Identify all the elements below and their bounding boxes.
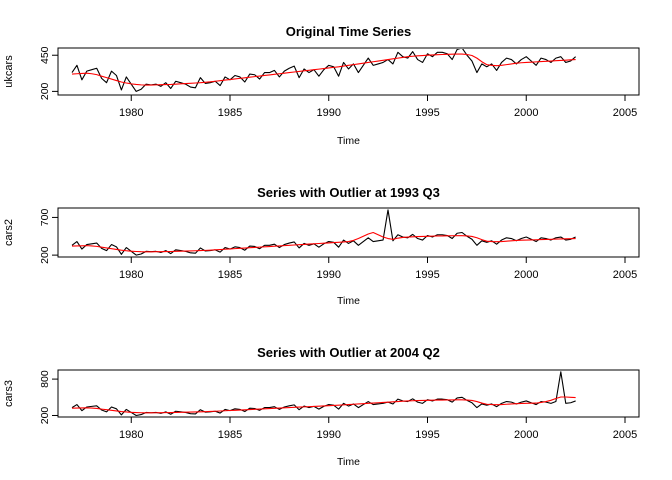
chart-title: Original Time Series [286,24,411,39]
x-tick-label: 1990 [317,429,341,441]
y-tick-label: 200 [39,82,51,100]
x-axis-label: Time [337,295,360,307]
x-tick-label: 1990 [317,107,341,119]
chart-panel-2: Series with Outlier at 1993 Q3 1980 1985 19… [3,185,640,307]
y-tick-label: 800 [39,370,51,388]
x-tick-label: 1985 [218,269,242,281]
chart-panel-1: Original Time Series 1980 1985 1990 1995 2000… [3,24,640,147]
x-tick-label: 1980 [119,269,143,281]
x-tick-label: 2000 [514,269,538,281]
x-tick-label: 1990 [317,269,341,281]
x-axis-label: Time [337,456,360,468]
x-tick-label: 2005 [613,429,637,441]
series-line-observed [71,371,576,416]
y-tick-label: 700 [39,209,51,227]
chart-panel-3: Series with Outlier at 2004 Q2 1980 1985 19… [3,345,640,468]
y-tick-label: 200 [39,407,51,425]
x-tick-label: 2000 [514,429,538,441]
plot-frame [57,369,640,418]
series-line-observed [71,49,576,92]
y-tick-label: 200 [39,246,51,264]
y-axis-label: cars3 [3,380,15,407]
series-line-observed [71,209,576,256]
x-tick-label: 2005 [613,107,637,119]
x-tick-label: 1985 [218,107,242,119]
x-tick-label: 1995 [415,429,439,441]
chart-title: Series with Outlier at 2004 Q2 [257,345,440,360]
series-line-trend [71,396,576,414]
chart-title: Series with Outlier at 1993 Q3 [257,185,440,200]
x-tick-label: 2005 [613,269,637,281]
plot-frame [57,47,640,96]
y-axis-label: ukcars [3,55,15,88]
series-line-trend [71,231,576,253]
x-tick-label: 1980 [119,107,143,119]
x-tick-label: 2000 [514,107,538,119]
series-line-trend [71,53,576,86]
x-axis-label: Time [337,135,360,147]
plot-frame [57,207,640,258]
y-axis-label: cars2 [3,219,15,246]
x-tick-label: 1995 [415,269,439,281]
x-tick-label: 1995 [415,107,439,119]
x-tick-label: 1985 [218,429,242,441]
x-tick-label: 1980 [119,429,143,441]
y-tick-label: 450 [39,46,51,64]
